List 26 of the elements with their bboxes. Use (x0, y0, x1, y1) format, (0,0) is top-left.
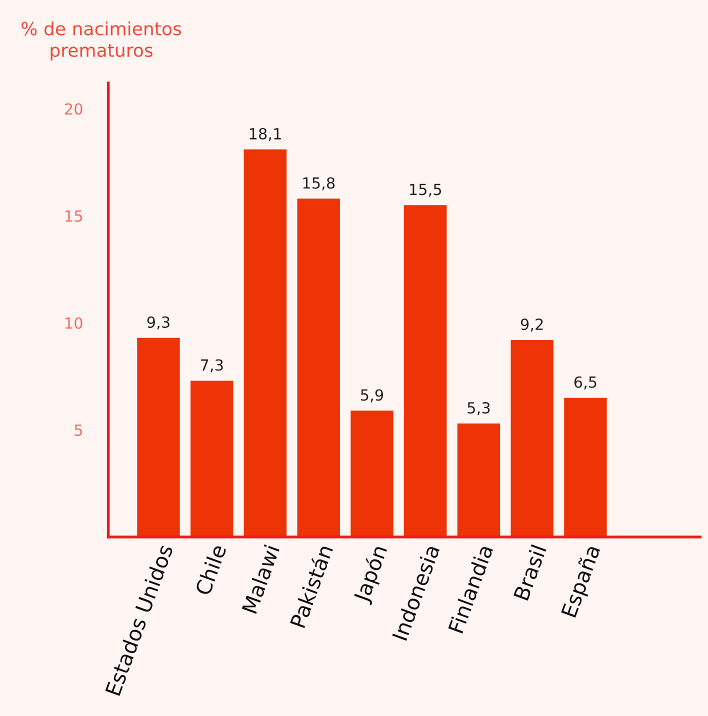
data-label: 15,8 (303, 177, 335, 190)
bar (297, 198, 340, 537)
data-label: 5,9 (361, 389, 384, 402)
bar (190, 380, 234, 537)
y-tick-label: 20 (65, 103, 82, 115)
data-label: 9,2 (520, 318, 543, 332)
x-tick-label: Japón (352, 544, 392, 606)
y-tick-label: 10 (66, 317, 82, 329)
x-tick-label: Chile (194, 544, 227, 596)
data-label: 15,5 (410, 184, 442, 197)
bar (137, 338, 180, 537)
data-label: 5,3 (468, 402, 490, 416)
x-tick-label: Brasil (512, 544, 547, 601)
bar (564, 398, 607, 537)
data-label: 6,5 (574, 376, 596, 390)
data-label: 7,3 (200, 359, 223, 372)
bar (244, 149, 287, 537)
bar (350, 410, 394, 537)
bar (457, 424, 500, 537)
bar (404, 205, 447, 537)
y-axis-title: % de nacimientos prematuros (22, 21, 182, 61)
y-tick-label: 15 (66, 210, 82, 222)
data-label: 18,1 (250, 128, 281, 142)
y-tick-label: 5 (74, 424, 82, 436)
bar (510, 340, 554, 537)
data-label: 9,3 (147, 316, 170, 330)
